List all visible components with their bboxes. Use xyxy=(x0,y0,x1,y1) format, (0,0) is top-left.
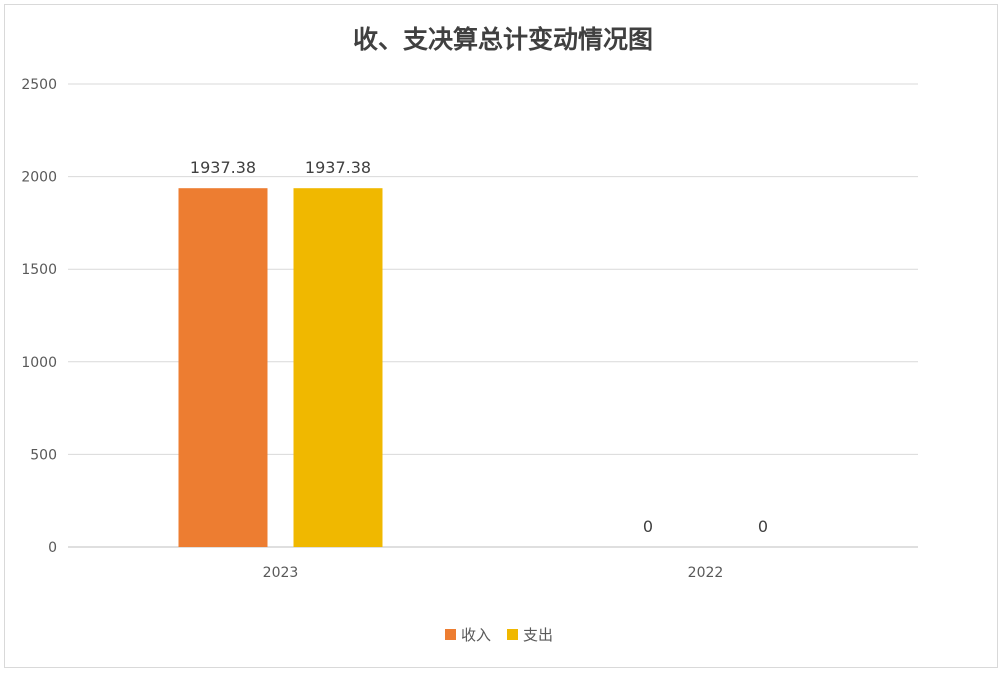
x-axis-ticks: 2023 2022 xyxy=(263,565,724,581)
data-label: 0 xyxy=(643,517,653,536)
chart-title: 收、支决算总计变动情况图 xyxy=(353,25,653,54)
y-tick-label: 0 xyxy=(48,540,57,556)
data-label: 1937.38 xyxy=(190,158,256,177)
x-tick-label: 2022 xyxy=(688,565,724,581)
legend-swatch xyxy=(507,629,518,640)
y-axis-ticks: 0 500 1000 1500 2000 2500 xyxy=(21,77,57,556)
bar-2023-支出 xyxy=(293,188,383,548)
y-tick-label: 1000 xyxy=(21,355,57,371)
x-tick-label: 2023 xyxy=(263,565,299,581)
bar-2023-收入 xyxy=(178,188,268,548)
y-tick-label: 1500 xyxy=(21,262,57,278)
data-label: 0 xyxy=(758,517,768,536)
y-tick-label: 2000 xyxy=(21,170,57,186)
legend-label: 收入 xyxy=(461,626,491,644)
y-tick-label: 500 xyxy=(30,447,57,463)
legend-swatch xyxy=(445,629,456,640)
y-tick-label: 2500 xyxy=(21,77,57,93)
legend: 收入 支出 xyxy=(445,626,553,644)
legend-label: 支出 xyxy=(523,626,553,644)
bars xyxy=(178,188,383,548)
data-labels: 1937.38 1937.38 0 0 xyxy=(190,158,768,536)
chart-frame xyxy=(4,4,998,668)
data-label: 1937.38 xyxy=(305,158,371,177)
